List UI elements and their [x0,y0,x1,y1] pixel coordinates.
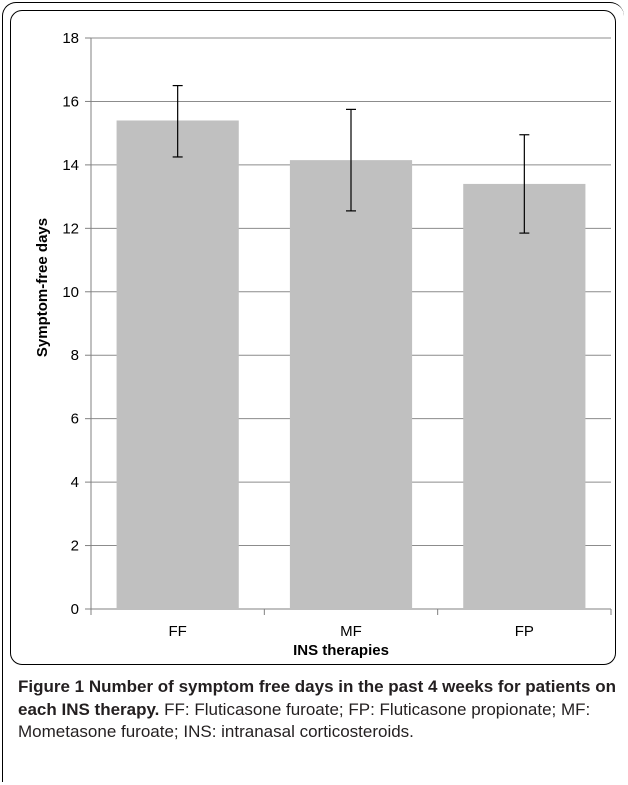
y-tick-label-7: 14 [62,157,79,174]
x-tick-label-MF: MF [340,623,362,640]
y-tick-label-4: 8 [71,347,79,364]
y-axis-title: Symptom-free days [34,218,51,357]
y-tick-label-6: 12 [62,220,79,237]
bar-MF [289,160,413,609]
bar-FP [463,183,586,609]
x-tick-label-FP: FP [515,623,534,640]
bar-chart: 0 2 4 6 8 10 12 14 16 18 FF MF FP INS therapies Sympto… [34,30,612,659]
y-tick-label-3: 6 [71,411,79,428]
y-tick-label-5: 10 [62,284,79,301]
x-axis-title: INS therapies [293,642,389,659]
y-tick-label-0: 0 [71,601,79,618]
x-tick-label-FF: FF [169,623,187,640]
y-tick-label-2: 4 [71,474,79,491]
figure-caption: Figure 1 Number of symptom free days in … [18,676,618,744]
y-tick-label-8: 16 [62,93,79,110]
chart-box: 0 2 4 6 8 10 12 14 16 18 FF MF FP INS therapies Sympto… [10,10,616,665]
bar-FF [116,120,239,609]
caption-text: FF: Fluticasone furoate; FP: Fluticasone… [18,699,591,742]
y-tick-label-9: 18 [62,30,79,47]
y-tick-label-1: 2 [71,538,79,555]
caption-title: Figure 1 Number of symptom free days in … [18,677,616,719]
